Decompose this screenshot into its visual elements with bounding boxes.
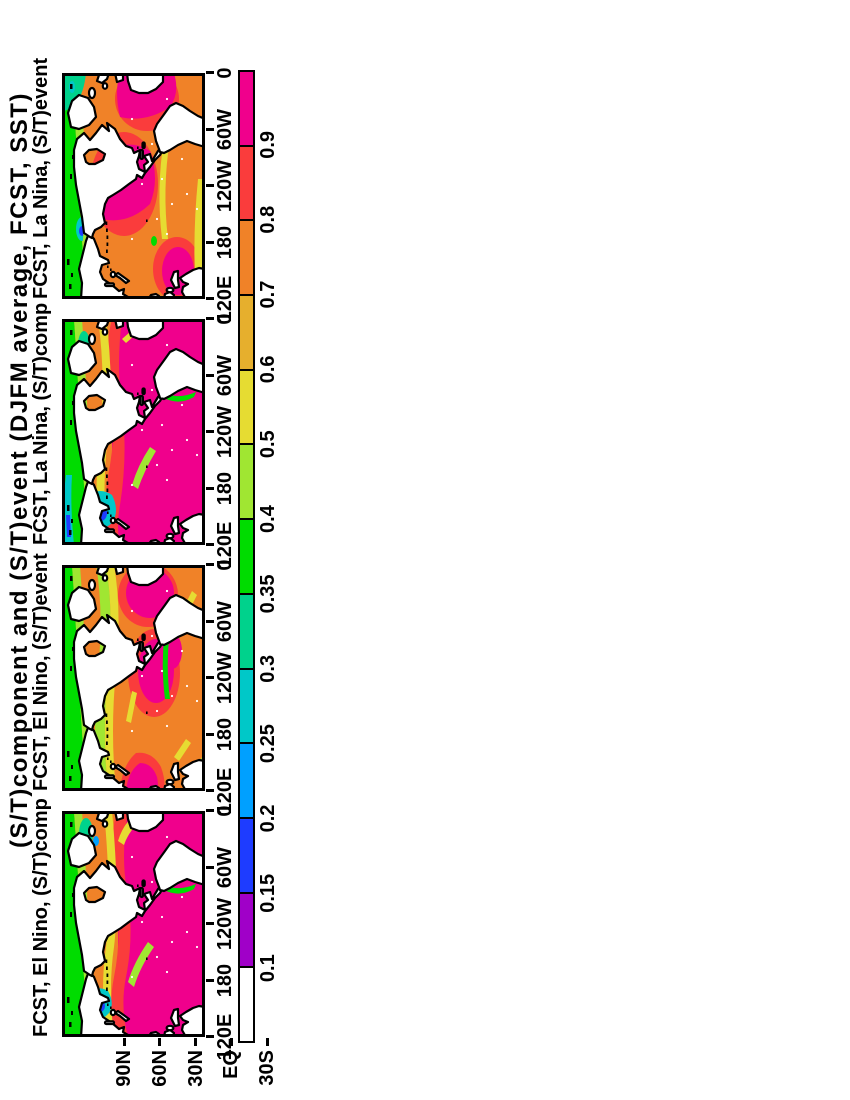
lon-tick xyxy=(206,866,214,869)
lon-tick-label: 60W xyxy=(214,600,236,643)
colorbar-segment xyxy=(240,72,253,147)
lat-tick-label: 60N xyxy=(148,1050,171,1087)
panel-el-nino-event: FCST, El Nino, (S/T)event xyxy=(0,553,283,814)
lon-tick-label: 120W xyxy=(214,651,236,705)
panel-title: FCST, El Nino, (S/T)comp xyxy=(30,798,52,1037)
map-el-nino-comp xyxy=(62,811,205,1037)
lon-tick xyxy=(206,241,214,244)
map-el-nino-event xyxy=(62,565,205,791)
lon-tick-label: 120W xyxy=(214,405,236,459)
colorbar xyxy=(238,70,255,1043)
lon-tick xyxy=(206,487,214,490)
colorbar-segment xyxy=(240,370,253,446)
lon-tick xyxy=(206,71,214,75)
colorbar-segment xyxy=(240,445,253,521)
map-box xyxy=(62,565,205,791)
colorbar-segment xyxy=(240,818,253,894)
lat-tick xyxy=(122,1038,126,1046)
colorbar-segment xyxy=(240,968,253,1041)
colorbar-segment xyxy=(240,520,253,595)
lon-tick-label: 0 xyxy=(214,67,236,79)
lat-tick-label: 30N xyxy=(184,1050,207,1087)
lon-tick-label: 60W xyxy=(214,354,236,397)
lat-tick-label: 30S xyxy=(256,1050,278,1086)
colorbar-segment xyxy=(240,893,253,969)
lon-tick xyxy=(206,317,214,321)
colorbar-tick-label: 0.4 xyxy=(257,505,279,533)
lat-tick xyxy=(158,1038,162,1046)
lon-tick xyxy=(206,184,214,188)
colorbar-tick-label: 0.5 xyxy=(257,430,279,459)
colorbar-tick-label: 0.25 xyxy=(257,724,279,764)
colorbar-labels: 0.1 0.15 0.2 0.25 0.3 0.35 0.4 0.5 0.6 0.7 0.8 0.9 xyxy=(257,70,281,1043)
lon-tick xyxy=(206,128,214,131)
lon-tick-label: 60W xyxy=(214,846,236,889)
colorbar-tick-label: 0.15 xyxy=(257,873,279,913)
colorbar-segment xyxy=(240,296,253,371)
map-box: 90N 60N 30N EQ 30S xyxy=(62,811,278,1087)
panel-title: FCST, La Nina, (S/T)event xyxy=(30,57,52,299)
colorbar-tick-label: 0.2 xyxy=(257,804,279,833)
lon-tick-label: 180 xyxy=(214,471,236,506)
lon-tick xyxy=(206,1035,214,1039)
lon-tick xyxy=(206,543,214,547)
lon-tick xyxy=(206,676,214,680)
lon-tick-label: 60W xyxy=(214,108,236,151)
lat-tick-label: 90N xyxy=(113,1050,135,1087)
lon-tick xyxy=(206,922,214,926)
colorbar-segment xyxy=(240,221,253,297)
longitude-axis: 120E 180 120W 60W 0 xyxy=(205,805,239,1060)
colorbar-tick-label: 0.8 xyxy=(257,205,279,234)
lon-tick-label: 180 xyxy=(214,717,236,752)
lat-tick xyxy=(194,1038,197,1046)
lon-tick xyxy=(206,620,214,623)
lon-tick-label: 120E xyxy=(214,1013,236,1061)
colorbar-tick-label: 0.6 xyxy=(257,355,279,384)
lon-tick xyxy=(206,563,214,567)
colorbar-tick-label: 0.7 xyxy=(257,280,279,309)
colorbar-tick-label: 0.9 xyxy=(257,130,279,159)
latitude-axis: 90N 60N 30N EQ 30S xyxy=(113,1037,278,1099)
panel-title: FCST, La Nina, (S/T)comp xyxy=(30,302,52,545)
lon-tick xyxy=(206,430,214,434)
panel-la-nina-event: FCST, La Nina, (S/T)event xyxy=(0,58,283,323)
panel-title: FCST, El Nino, (S/T)event xyxy=(30,553,52,791)
panel-la-nina-comp: FCST, La Nina, (S/T)comp xyxy=(0,303,283,569)
lon-tick xyxy=(206,297,214,301)
longitude-axis: 120E 180 120W 60W 0 xyxy=(205,559,239,814)
longitude-axis: 120E 180 120W 60W 0 xyxy=(205,313,239,568)
figure-strip: (S/T)component and (S/T)event (DJFM aver… xyxy=(0,0,283,1100)
lon-tick-label: 180 xyxy=(214,225,236,260)
colorbar-tick-label: 0.35 xyxy=(257,574,279,614)
colorbar-tick-label: 0.3 xyxy=(257,654,279,683)
lon-tick-label: 120W xyxy=(214,897,236,951)
lon-tick-label: 180 xyxy=(214,963,236,998)
map-box xyxy=(62,73,205,299)
longitude-axis: 120E 180 120W 60W 0 xyxy=(205,67,239,322)
lon-tick-label: 120E xyxy=(214,767,236,815)
colorbar-segment xyxy=(240,669,253,745)
map-la-nina-event xyxy=(62,73,205,299)
map-la-nina-comp xyxy=(62,319,205,545)
colorbar-segment xyxy=(240,744,253,819)
lon-tick xyxy=(206,733,214,736)
lon-tick xyxy=(206,789,214,793)
colorbar-segment xyxy=(240,146,253,222)
lon-tick xyxy=(206,809,214,813)
lon-tick xyxy=(206,374,214,377)
map-box xyxy=(62,319,205,545)
panel-el-nino-comp: FCST, El Nino, (S/T)comp xyxy=(0,798,283,1087)
lon-tick-label: 120W xyxy=(214,159,236,213)
colorbar-segment xyxy=(240,594,253,670)
lon-tick-label: 120E xyxy=(214,521,236,569)
lon-tick xyxy=(206,979,214,982)
lon-tick-label: 120E xyxy=(214,275,236,323)
colorbar-tick-label: 0.1 xyxy=(257,954,279,983)
